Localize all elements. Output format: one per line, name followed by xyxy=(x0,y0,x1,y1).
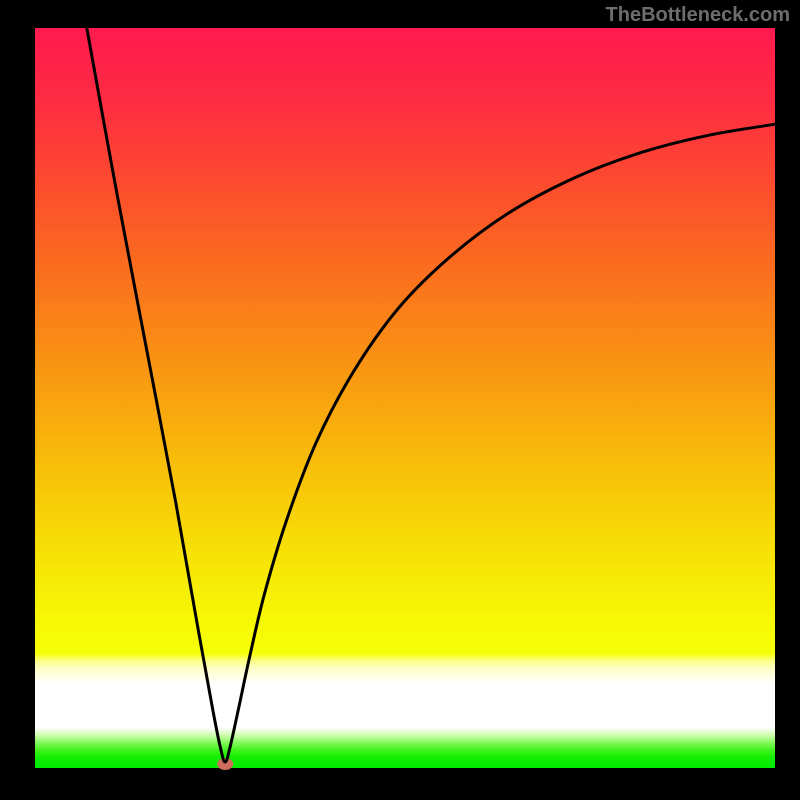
watermark-text: TheBottleneck.com xyxy=(606,4,790,27)
valley-marker xyxy=(217,758,233,770)
bottleneck-curve-chart xyxy=(0,0,800,800)
chart-container: { "watermark": "TheBottleneck.com", "cha… xyxy=(0,0,800,800)
plot-background xyxy=(35,28,775,768)
